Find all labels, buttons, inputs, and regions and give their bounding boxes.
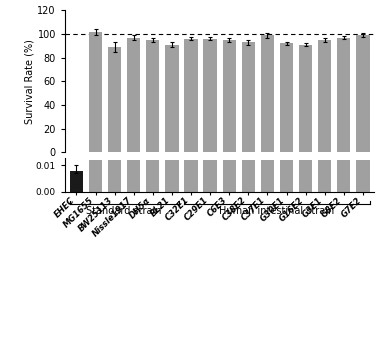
Bar	[185, 160, 198, 192]
Bar	[108, 160, 121, 192]
Bar	[165, 44, 179, 153]
Bar	[356, 35, 370, 153]
Bar	[146, 40, 160, 153]
Bar	[222, 40, 236, 153]
Bar	[89, 160, 102, 192]
Bar	[242, 160, 255, 192]
Bar	[261, 35, 274, 153]
Bar	[280, 160, 293, 192]
Bar	[337, 38, 351, 153]
Bar	[356, 160, 370, 192]
Bar	[127, 160, 141, 192]
Bar	[89, 31, 102, 153]
Bar	[337, 160, 351, 192]
Bar	[318, 40, 332, 153]
Text: Standard strain: Standard strain	[86, 206, 162, 216]
Bar	[204, 39, 217, 153]
Bar	[204, 160, 217, 192]
Bar	[165, 160, 179, 192]
Bar	[299, 44, 312, 153]
Bar	[108, 47, 121, 153]
Bar	[127, 38, 141, 153]
Bar	[185, 39, 198, 153]
Bar	[146, 160, 160, 192]
Bar	[70, 171, 83, 192]
Bar	[280, 43, 293, 153]
Bar	[222, 160, 236, 192]
Bar	[242, 42, 255, 153]
Bar	[318, 160, 332, 192]
Y-axis label: Survival Rate (%): Survival Rate (%)	[24, 39, 35, 124]
Bar	[261, 160, 274, 192]
Bar	[299, 160, 312, 192]
Text: Human intestinal strain: Human intestinal strain	[219, 206, 335, 216]
